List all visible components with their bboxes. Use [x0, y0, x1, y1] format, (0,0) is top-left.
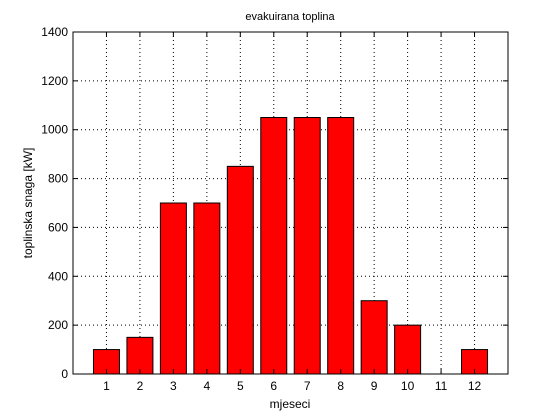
y-tick-label: 1200: [41, 74, 68, 88]
bar-3: [159, 202, 187, 375]
x-tick-label: 1: [103, 379, 110, 393]
x-tick-label: 5: [237, 379, 244, 393]
chart-title: evakuirana toplina: [245, 11, 335, 23]
bar-9: [360, 300, 388, 375]
bar-2: [126, 336, 154, 375]
y-tick-labels: 0 200 400 600 800 1000 1200 1400: [41, 25, 68, 381]
bar-8: [327, 117, 355, 375]
y-axis-title: toplinska snaga [kW]: [21, 148, 35, 259]
plot-area: [73, 32, 508, 374]
y-tick-label: 400: [48, 269, 68, 283]
bar-10: [394, 324, 422, 375]
bar-6: [260, 117, 288, 375]
x-tick-label: 12: [468, 379, 482, 393]
x-tick-label: 9: [371, 379, 378, 393]
y-tick-label: 1000: [41, 123, 68, 137]
x-tick-label: 10: [401, 379, 415, 393]
x-tick-label: 11: [435, 379, 448, 393]
y-tick-label: 0: [61, 367, 68, 381]
y-tick-label: 200: [48, 318, 68, 332]
y-tick-label: 800: [48, 172, 68, 186]
x-tick-labels: 1 2 3 4 5 6 7 8 9 10 11 12: [103, 379, 481, 393]
x-tick-label: 7: [304, 379, 311, 393]
y-tick-label: 1400: [41, 25, 68, 39]
y-tick-label: 600: [48, 220, 68, 234]
x-tick-label: 2: [137, 379, 144, 393]
bar-4: [193, 202, 221, 375]
ticks: [73, 31, 508, 375]
x-tick-label: 3: [170, 379, 177, 393]
x-tick-label: 4: [204, 379, 211, 393]
bar-7: [293, 117, 321, 375]
x-axis-title: mjeseci: [270, 397, 311, 411]
bar-5: [226, 165, 254, 375]
x-tick-label: 6: [270, 379, 277, 393]
plot-frame: [72, 31, 509, 375]
x-tick-label: 8: [337, 379, 344, 393]
